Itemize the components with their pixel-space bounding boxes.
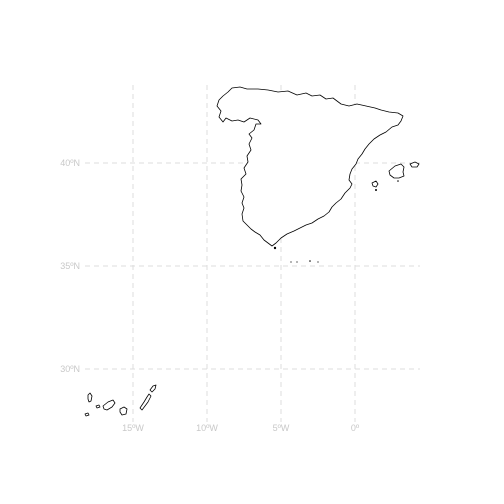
lon-label-10w: 10ºW <box>196 423 218 433</box>
melilla-dot <box>317 261 319 263</box>
balearic-islands <box>371 161 420 191</box>
lon-label-5w: 5ºW <box>273 423 290 433</box>
lat-label-35n: 35ºN <box>60 261 80 271</box>
la-palma-outline <box>87 392 93 403</box>
lon-label-0: 0º <box>351 423 360 433</box>
tenerife-outline <box>102 399 116 411</box>
ibiza-outline <box>371 180 379 188</box>
menorca-outline <box>409 161 420 168</box>
cabrera-dot <box>397 180 399 182</box>
mainland-spain-outline <box>216 86 404 247</box>
tick-labels: 40ºN 35ºN 30ºN 15ºW 10ºW 5ºW 0º <box>60 158 360 433</box>
mallorca-outline <box>388 163 405 179</box>
la-gomera-outline <box>95 404 101 409</box>
african-islets <box>273 246 319 263</box>
ceuta-dot <box>273 246 277 250</box>
el-hierro-outline <box>84 412 90 417</box>
lat-label-30n: 30ºN <box>60 364 80 374</box>
lanzarote-outline <box>149 384 157 393</box>
lon-label-15w: 15ºW <box>122 423 144 433</box>
gran-canaria-outline <box>119 406 128 416</box>
islet-dot-3 <box>309 260 311 262</box>
lat-label-40n: 40ºN <box>60 158 80 168</box>
canary-islands <box>84 384 157 417</box>
islet-dot-2 <box>296 261 298 263</box>
formentera-dot <box>375 189 377 191</box>
fuerteventura-outline <box>139 393 152 411</box>
islet-dot-1 <box>290 261 292 263</box>
